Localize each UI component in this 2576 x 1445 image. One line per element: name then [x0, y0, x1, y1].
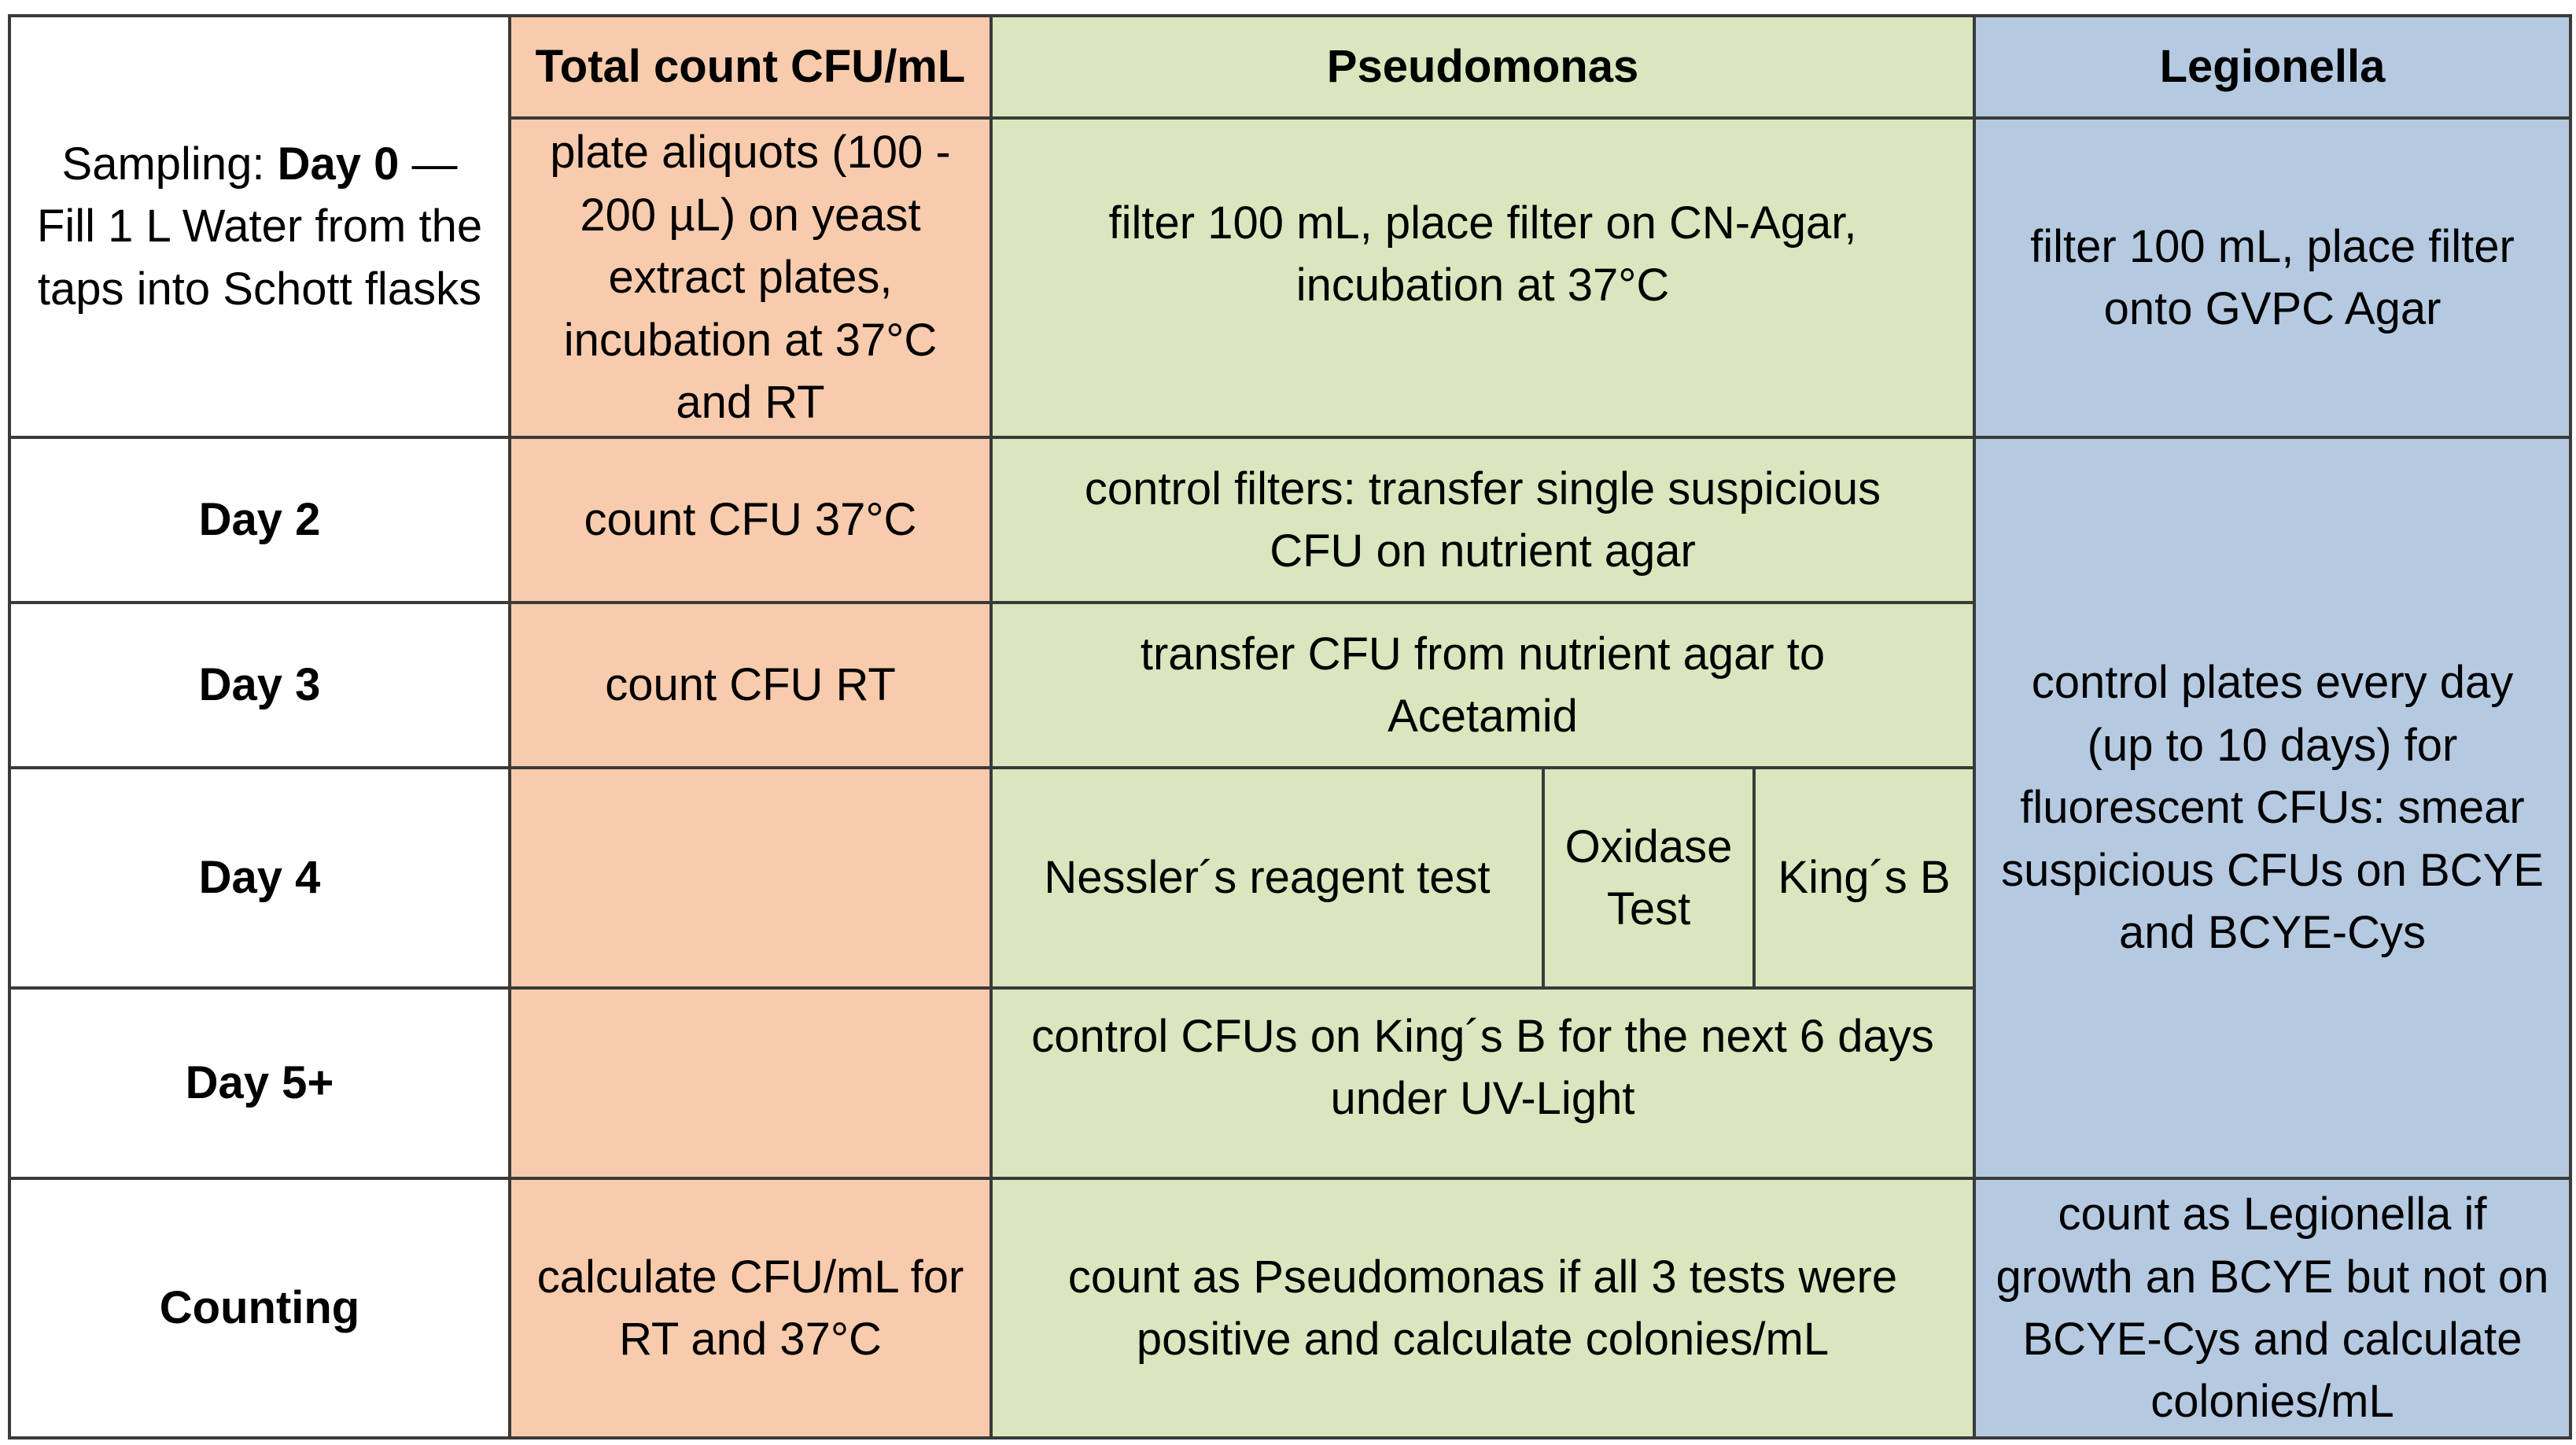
day4-label: Day 4	[198, 852, 321, 904]
day0-label-suffix: — Fill 1 L Water from the taps into Scho…	[36, 138, 483, 315]
day4-oxidase-text: Oxidase Test	[1564, 820, 1733, 934]
day0-pseudomonas-cell: filter 100 mL, place filter on CN-Agar, …	[989, 116, 1976, 439]
day3-total-cell: count CFU RT	[508, 601, 993, 769]
day0-label: Sampling: Day 0 — Fill 1 L Water from th…	[27, 133, 492, 320]
header-legionella-label: Legionella	[2159, 41, 2386, 93]
legionella-days2to5-cell: control plates every day (up to 10 days)…	[1973, 436, 2572, 1180]
day0-total-text: plate aliquots (100 - 200 µL) on yeast e…	[550, 127, 951, 429]
day5-label-cell: Day 5+	[8, 986, 511, 1180]
day4-nessler-cell: Nessler´s reagent test	[989, 766, 1545, 990]
day0-label-prefix: Sampling:	[61, 138, 278, 190]
header-total-label: Total count CFU/mL	[535, 41, 966, 93]
legionella-days2to5-text: control plates every day (up to 10 days)…	[2001, 657, 2544, 959]
day4-label-cell: Day 4	[8, 766, 511, 990]
day2-total-text: count CFU 37°C	[584, 494, 917, 546]
day0-legionella-cell: filter 100 mL, place filter onto GVPC Ag…	[1973, 116, 2572, 439]
counting-label-cell: Counting	[8, 1177, 511, 1439]
day3-total-text: count CFU RT	[605, 659, 896, 711]
day4-oxidase-cell: Oxidase Test	[1542, 766, 1756, 990]
day3-label: Day 3	[198, 659, 321, 711]
header-legionella: Legionella	[1973, 14, 2572, 120]
header-pseudomonas-label: Pseudomonas	[1326, 41, 1639, 93]
counting-pseudomonas-cell: count as Pseudomonas if all 3 tests were…	[989, 1177, 1976, 1439]
day0-total-cell: plate aliquots (100 - 200 µL) on yeast e…	[508, 116, 993, 439]
counting-label: Counting	[159, 1282, 360, 1334]
day5-pseudomonas-text: control CFUs on King´s B for the next 6 …	[1031, 1010, 1934, 1124]
counting-legionella-cell: count as Legionella if growth an BCYE bu…	[1973, 1177, 2572, 1439]
header-pseudomonas: Pseudomonas	[989, 14, 1976, 120]
day3-pseudomonas-cell: transfer CFU from nutrient agar to Aceta…	[989, 601, 1976, 769]
day4-nessler-text: Nessler´s reagent test	[1044, 852, 1491, 904]
day4-total-cell	[508, 766, 993, 990]
header-corner-sampling: Sampling: Day 0 — Fill 1 L Water from th…	[8, 14, 511, 439]
counting-legionella-text: count as Legionella if growth an BCYE bu…	[1996, 1189, 2549, 1428]
counting-total-text: calculate CFU/mL for RT and 37°C	[536, 1251, 964, 1365]
day0-pseudomonas-text: filter 100 mL, place filter on CN-Agar, …	[1108, 197, 1857, 311]
day0-legionella-text: filter 100 mL, place filter onto GVPC Ag…	[2030, 220, 2515, 334]
counting-total-cell: calculate CFU/mL for RT and 37°C	[508, 1177, 993, 1439]
day4-kingsb-cell: King´s B	[1752, 766, 1976, 990]
day0-label-bold: Day 0	[277, 138, 400, 190]
day3-label-cell: Day 3	[8, 601, 511, 769]
day5-label: Day 5+	[185, 1057, 334, 1109]
day5-pseudomonas-cell: control CFUs on King´s B for the next 6 …	[989, 986, 1976, 1180]
day2-total-cell: count CFU 37°C	[508, 436, 993, 604]
day4-kingsb-text: King´s B	[1778, 852, 1951, 904]
day2-pseudomonas-cell: control filters: transfer single suspici…	[989, 436, 1976, 604]
counting-pseudomonas-text: count as Pseudomonas if all 3 tests were…	[1067, 1251, 1898, 1365]
header-total-count: Total count CFU/mL	[508, 14, 993, 120]
day2-pseudomonas-text: control filters: transfer single suspici…	[1084, 463, 1881, 577]
day5-total-cell	[508, 986, 993, 1180]
day2-label: Day 2	[198, 494, 321, 546]
day2-label-cell: Day 2	[8, 436, 511, 604]
day3-pseudomonas-text: transfer CFU from nutrient agar to Aceta…	[1140, 628, 1826, 742]
